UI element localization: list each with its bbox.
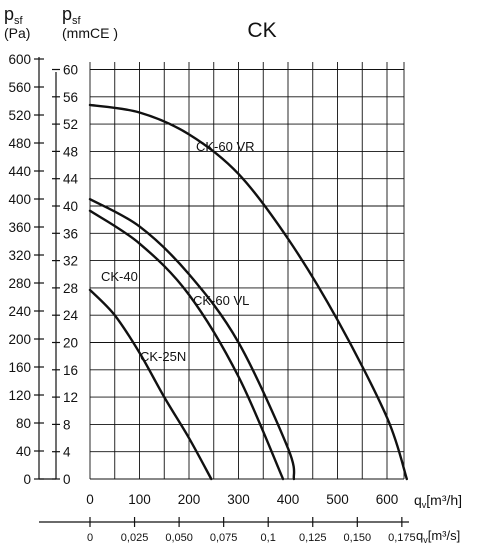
curves: CK-60 VR CK-60 VL CK-40 CK-25N: [88, 103, 408, 481]
left-axis-unit: (Pa): [4, 25, 30, 41]
x-axis-secondary-tick-label: 0,1: [261, 532, 276, 544]
x-axis-secondary-tick-label: 0,150: [344, 532, 372, 544]
left-axis-tick-label: 240: [8, 304, 31, 319]
right-axis-tick-label: 24: [63, 308, 79, 323]
left-axis-tick-label: 80: [16, 416, 31, 431]
curve-label-ck-60-vr: CK-60 VR: [196, 139, 255, 154]
left-axis-tick-label: 400: [8, 192, 31, 207]
left-axis-tick-label: 440: [8, 164, 31, 179]
x-axis-tick-label: 400: [277, 492, 300, 507]
left-axis-header: psf (Pa): [4, 4, 30, 41]
right-axis-tick-label: 36: [63, 226, 78, 241]
left-axis-tick-label: 40: [16, 444, 31, 459]
svg-text:psf: psf: [62, 4, 82, 27]
x-axis-secondary-ticks: 0 0,025 0,050 0,075 0,1 0,125 0,150 0,175: [87, 517, 416, 544]
svg-text:psf: psf: [4, 4, 24, 27]
right-axis-tick-label: 52: [63, 117, 78, 132]
right-axis-tick-label: 44: [63, 172, 79, 187]
curve-ck-25n: [88, 288, 213, 481]
x-axis-secondary-tick-label: 0,125: [299, 532, 327, 544]
right-axis-tick-label: 0: [63, 472, 71, 487]
x-axis-tick-label: 600: [376, 492, 399, 507]
left-axis-tick-label: 280: [8, 276, 31, 291]
right-axis-tick-label: 56: [63, 90, 78, 105]
grid: [89, 62, 405, 480]
x-axis-secondary-tick-label: 0,075: [210, 532, 238, 544]
x-axis-secondary-tick-label: 0,025: [121, 532, 149, 544]
left-axis-tick-label: 320: [8, 248, 31, 263]
x-axis-tick-label: 0: [86, 492, 94, 507]
right-axis-tick-label: 20: [63, 336, 78, 351]
left-axis-symbol: p: [4, 4, 14, 24]
right-axis-sub: sf: [72, 15, 82, 27]
right-axis-tick-label: 8: [63, 417, 71, 432]
right-axis-tick-label: 60: [63, 63, 78, 78]
left-axis-tick-label: 480: [8, 136, 31, 151]
x-axis-secondary-tick-label: 0,175: [388, 532, 416, 544]
x-axis-tick-label: 500: [326, 492, 349, 507]
left-axis-tick-label: 120: [8, 388, 31, 403]
curve-label-ck-25n: CK-25N: [140, 349, 186, 364]
curve-ck-60-vr: [88, 103, 408, 481]
right-axis-tick-label: 12: [63, 390, 78, 405]
x-axis-unit-secondary: qv[m³/s]: [416, 528, 460, 545]
curve-label-ck-40: CK-40: [101, 269, 138, 284]
right-axis-tick-label: 28: [63, 281, 78, 296]
right-axis-tick-label: 48: [63, 144, 78, 159]
left-axis-tick-label: 0: [23, 472, 31, 487]
curve-label-ck-60-vl: CK-60 VL: [193, 293, 249, 308]
right-axis-tick-label: 4: [63, 445, 71, 460]
curve-ck-60-vl: [88, 197, 296, 481]
left-axis-tick-label: 200: [8, 332, 31, 347]
x-axis-secondary-tick-label: 0,050: [165, 532, 193, 544]
left-axis-sub: sf: [14, 15, 24, 27]
right-axis-header: psf (mmCE ): [62, 4, 118, 41]
left-axis-tick-label: 560: [8, 80, 31, 95]
curve-ck-40: [88, 209, 285, 481]
x-axis-tick-label: 300: [227, 492, 250, 507]
x-axis-tick-label: 200: [178, 492, 201, 507]
right-axis-tick-label: 16: [63, 363, 78, 378]
x-axis-tick-label: 100: [128, 492, 151, 507]
left-axis-tick-label: 160: [8, 360, 31, 375]
x-axis-unit-primary: qv[m³/h]: [414, 492, 462, 510]
right-axis-tick-label: 32: [63, 254, 78, 269]
left-axis-tick-label: 360: [8, 220, 31, 235]
left-axis-ticks: 0 40 80 120 160 200 240 280 320 360 400 440 480 520 56…: [8, 52, 44, 487]
x-axis-ticks: 0 100 200 300 400 500 600: [86, 492, 398, 507]
right-axis-tick-label: 40: [63, 199, 78, 214]
left-axis-tick-label: 520: [8, 108, 31, 123]
left-axis-tick-label: 600: [8, 52, 31, 67]
chart-title: CK: [247, 19, 276, 42]
right-axis-unit: (mmCE ): [62, 25, 118, 41]
x-axis-secondary-tick-label: 0: [87, 532, 93, 544]
right-axis-symbol: p: [62, 4, 72, 24]
